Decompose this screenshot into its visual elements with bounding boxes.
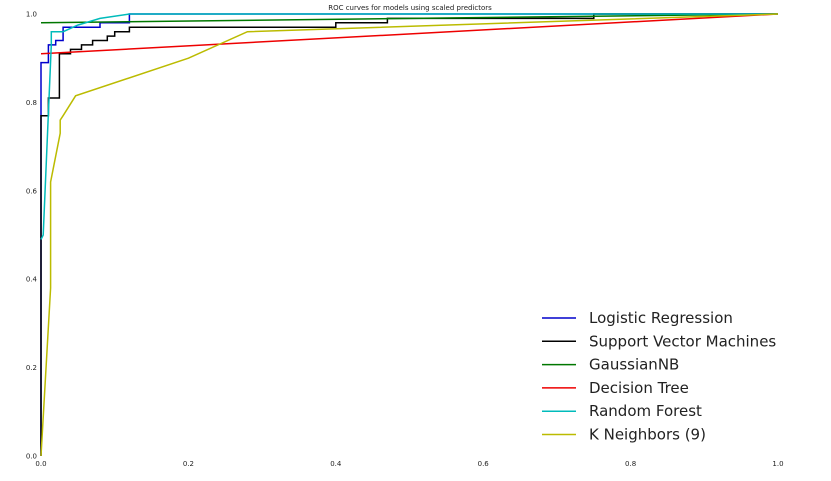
legend-label: GaussianNB	[589, 356, 679, 374]
series-line-k-neighbors-9	[40, 13, 779, 457]
y-tick-label: 0.4	[26, 276, 38, 284]
y-tick-label: 1.0	[26, 11, 37, 19]
series-line-gaussiannb	[40, 13, 779, 24]
y-tick-label: 0.2	[26, 364, 37, 372]
legend-label: Logistic Regression	[589, 309, 733, 327]
legend-label: Random Forest	[589, 402, 702, 420]
x-tick-label: 0.2	[183, 460, 194, 468]
chart-legend: Logistic Regression Support Vector Machin…	[542, 309, 776, 444]
roc-series-group	[40, 13, 779, 457]
y-axis-ticks: 0.0 0.2 0.4 0.6 0.8 1.0	[26, 11, 38, 461]
y-tick-label: 0.6	[26, 187, 38, 195]
x-tick-label: 0.8	[625, 460, 636, 468]
series-line-decision-tree	[40, 13, 779, 55]
x-tick-label: 0.4	[330, 460, 342, 468]
y-tick-label: 0.0	[26, 453, 37, 461]
series-line-logistic-regression	[40, 13, 778, 456]
chart-title: ROC curves for models using scaled predi…	[328, 4, 492, 12]
x-axis-ticks: 0.0 0.2 0.4 0.6 0.8 1.0	[35, 460, 783, 468]
x-tick-label: 0.6	[478, 460, 490, 468]
series-line-random-forest	[40, 13, 778, 240]
y-tick-label: 0.8	[26, 99, 37, 107]
series-line-support-vector-machines	[40, 13, 778, 456]
legend-label: Decision Tree	[589, 379, 689, 397]
x-tick-label: 0.0	[35, 460, 46, 468]
legend-label: K Neighbors (9)	[589, 426, 706, 444]
legend-label: Support Vector Machines	[589, 332, 776, 350]
x-tick-label: 1.0	[772, 460, 783, 468]
